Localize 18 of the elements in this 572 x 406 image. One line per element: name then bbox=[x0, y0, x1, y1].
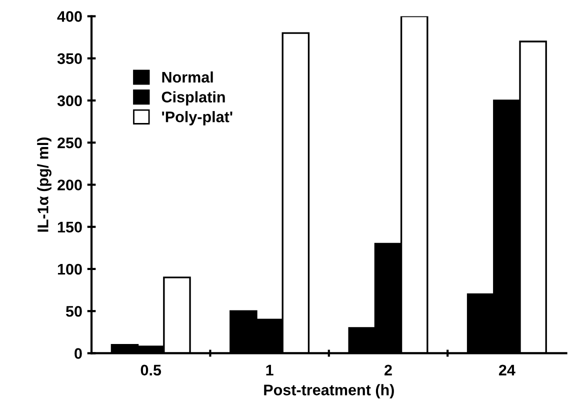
legend-label: 'Poly-plat' bbox=[162, 111, 232, 126]
y-tick-label: 200 bbox=[58, 180, 82, 190]
y-tick-label: 250 bbox=[58, 137, 82, 148]
y-axis-title: IL-1α (pg/ ml) bbox=[37, 138, 52, 232]
x-tick-label: 2 bbox=[384, 364, 392, 376]
y-tick-label: 150 bbox=[58, 222, 82, 233]
x-tick-label: 0.5 bbox=[140, 364, 162, 376]
y-tick-label: 300 bbox=[57, 95, 82, 106]
x-axis-title: Post-treatment (h) bbox=[264, 384, 394, 398]
legend-label: Cisplatin bbox=[162, 91, 225, 106]
y-tick-label: 400 bbox=[57, 11, 82, 22]
y-tick-label: 0 bbox=[74, 348, 82, 359]
y-tick-label: 350 bbox=[57, 53, 82, 64]
x-tick-label: 24 bbox=[498, 364, 516, 376]
y-tick-label: 50 bbox=[66, 306, 82, 317]
x-tick-label: 1 bbox=[266, 364, 274, 376]
legend-label: Normal bbox=[162, 71, 213, 83]
y-tick-label: 100 bbox=[58, 264, 82, 275]
